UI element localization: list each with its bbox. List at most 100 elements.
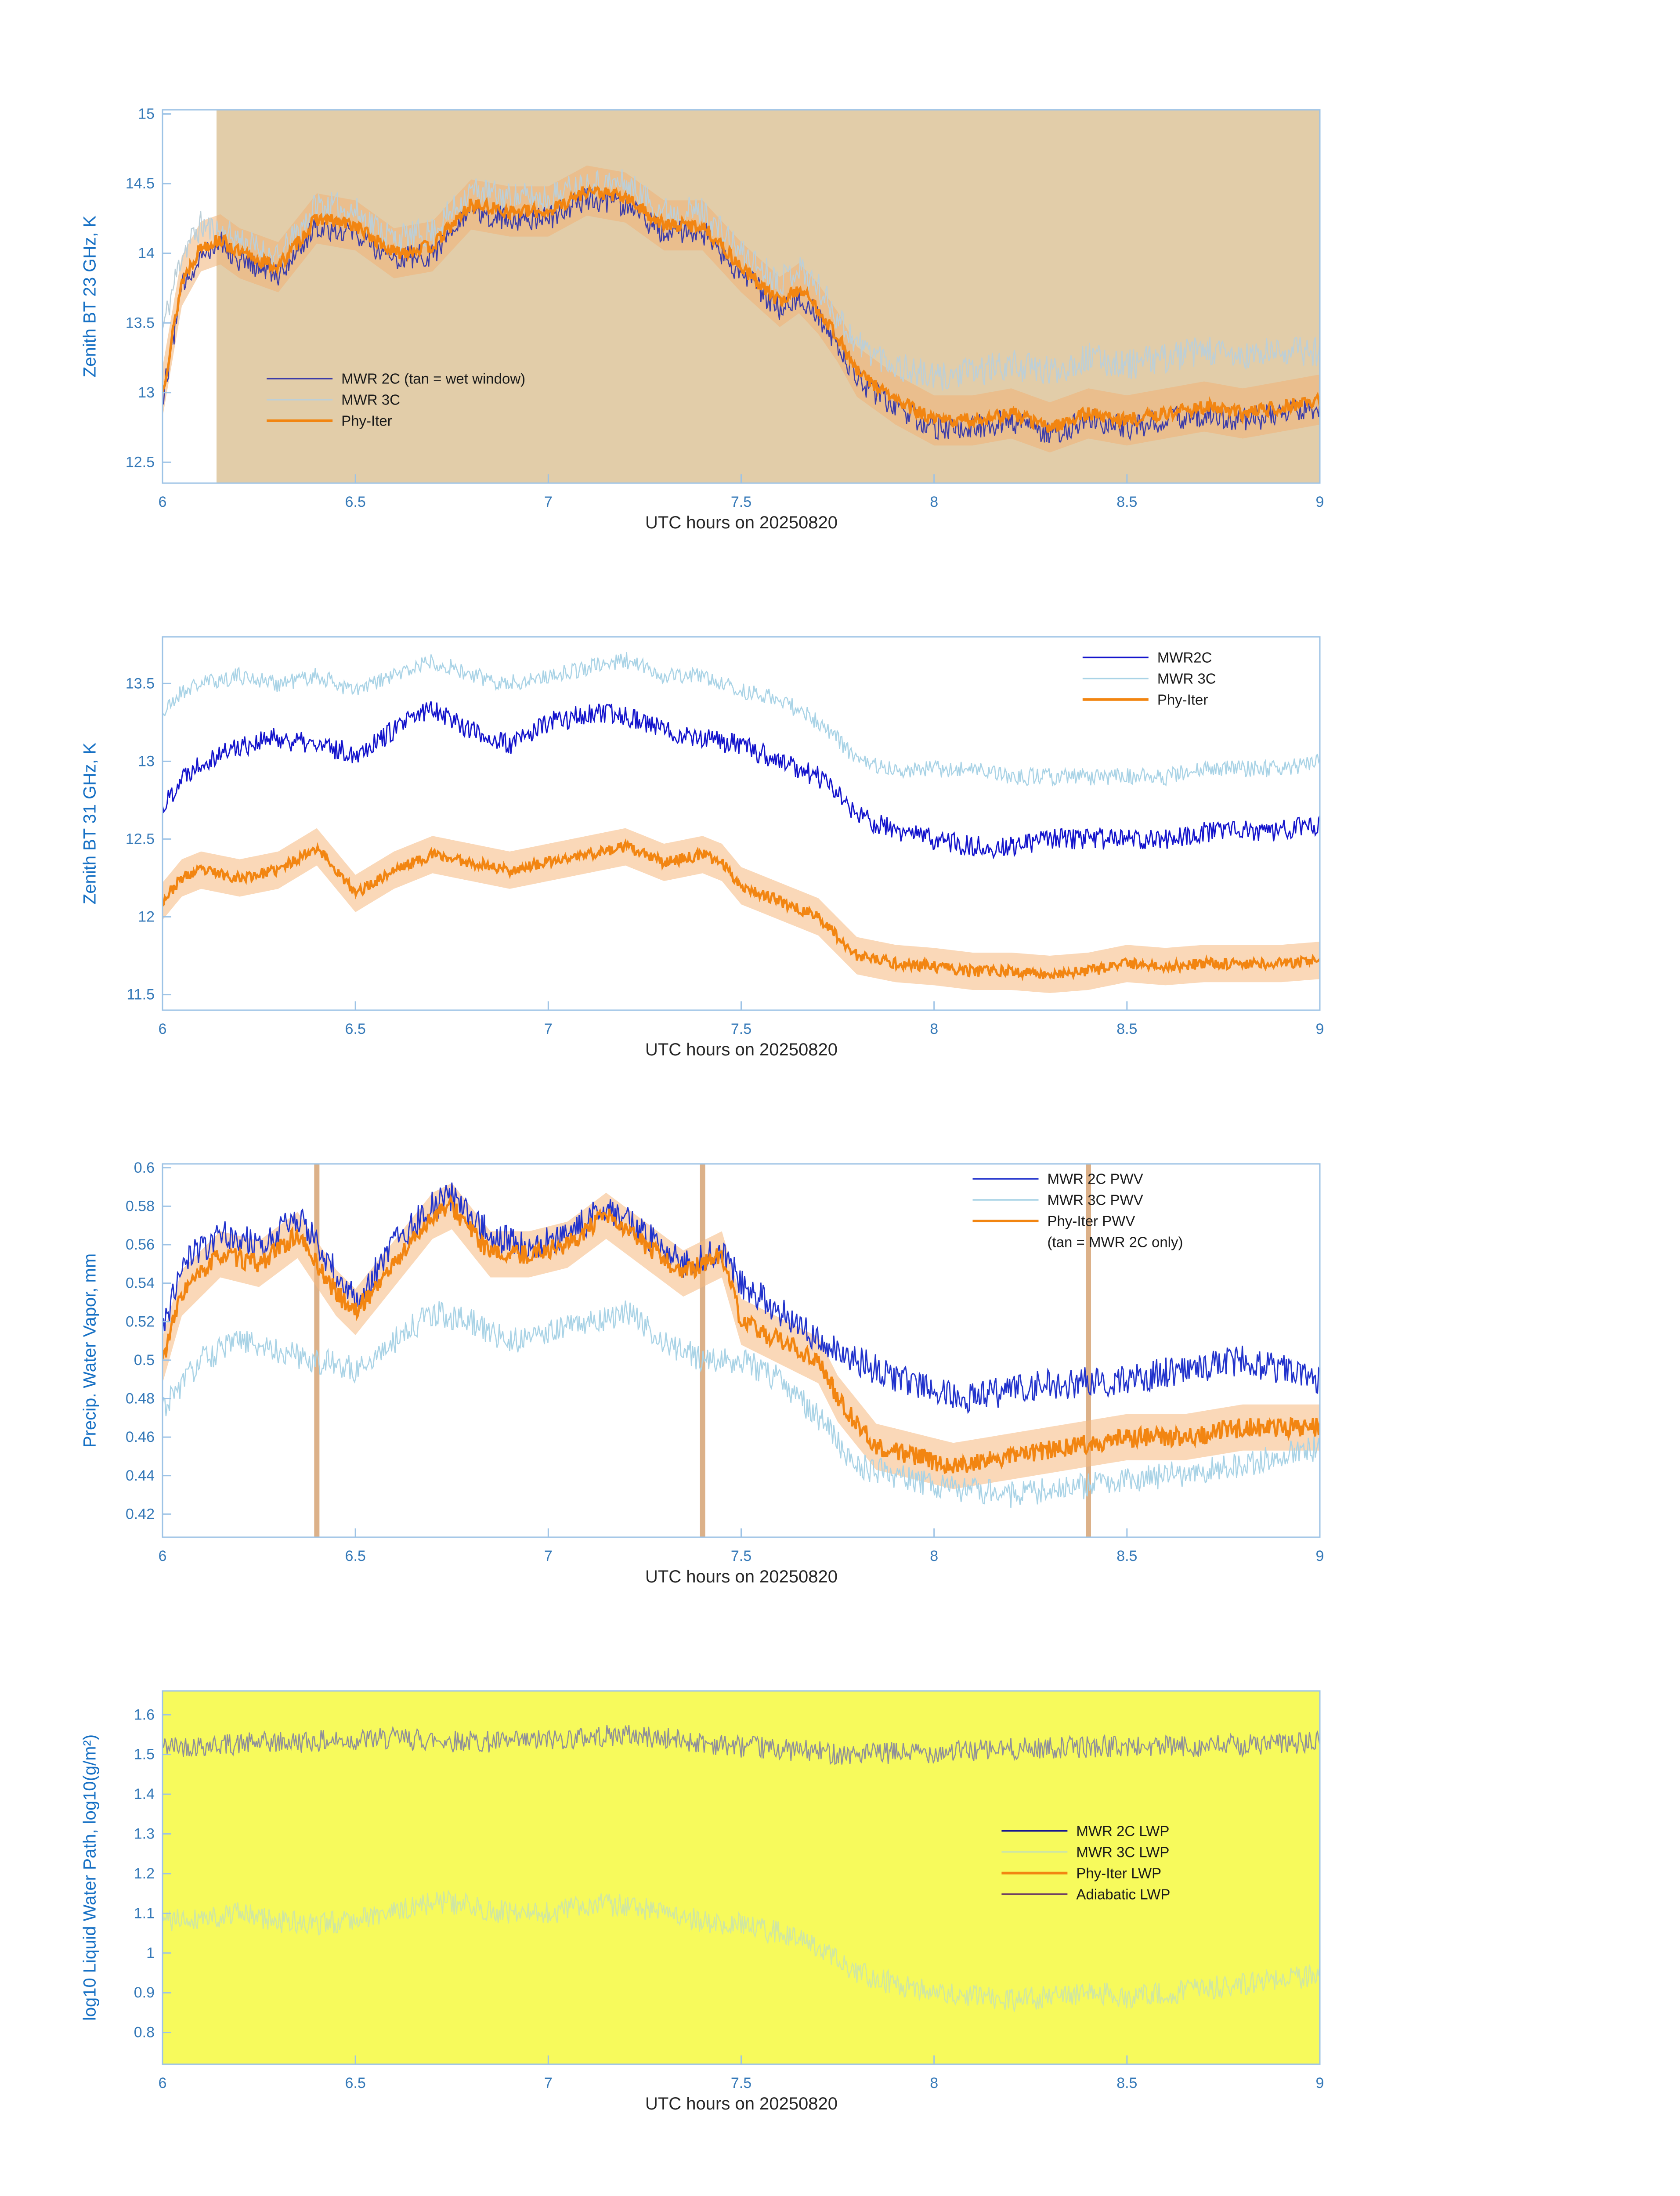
series-line-adiabatic-lwp bbox=[163, 1724, 1320, 1765]
legend-label: Adiabatic LWP bbox=[1076, 1886, 1170, 1902]
y-tick-label: 1.1 bbox=[134, 1905, 155, 1922]
plot-series-layer bbox=[163, 165, 1320, 453]
y-tick-label: 0.48 bbox=[126, 1391, 155, 1407]
series-line-mwr-3c bbox=[163, 169, 1320, 391]
x-axis-label: UTC hours on 20250820 bbox=[645, 513, 838, 532]
y-tick-label: 0.6 bbox=[134, 1159, 155, 1176]
figure-lwp: 6 6.5 7 7.5 8 8.5 9 0.8 0.9 1 1.1 1.2 1.3 1.4 1.5 1.6 MW… bbox=[0, 1581, 1680, 2113]
y-axis-label: Precip. Water Vapor, mm bbox=[80, 1253, 100, 1448]
series-line-phy-iter bbox=[163, 838, 1320, 982]
legend-label: Phy-Iter PWV bbox=[1048, 1213, 1135, 1229]
legend-label: Phy-Iter bbox=[341, 413, 392, 429]
x-tick-label: 6 bbox=[159, 1021, 167, 1037]
axes-box bbox=[162, 1163, 1321, 1538]
y-tick-label: 12 bbox=[138, 909, 155, 925]
x-tick-label: 7.5 bbox=[731, 1548, 751, 1564]
y-tick-label: 0.9 bbox=[134, 1984, 155, 2001]
y-tick-label: 0.44 bbox=[126, 1467, 155, 1484]
y-tick-label: 13 bbox=[138, 753, 155, 769]
y-tick-label: 13.5 bbox=[126, 675, 155, 692]
y-tick-label: 1 bbox=[146, 1945, 155, 1961]
x-tick-label: 6 bbox=[159, 2075, 167, 2091]
axis-ticks: 6 6.5 7 7.5 8 8.5 9 11.5 12 12.5 13 13.5 bbox=[126, 675, 1324, 1037]
y-tick-label: 1.4 bbox=[134, 1786, 155, 1802]
legend-label: MWR 3C bbox=[1157, 670, 1216, 686]
dq-flag-chart-svg: 66.577.588.590246810 bbox=[0, 2108, 1680, 2196]
x-tick-label: 8.5 bbox=[1116, 1548, 1137, 1564]
legend-label: MWR 2C PWV bbox=[1048, 1171, 1143, 1187]
pwv-chart-svg: 6 6.5 7 7.5 8 8.5 9 0.42 0.44 0.46 0.48 0.5 0.52 0.54… bbox=[126, 1159, 1324, 1564]
y-tick-label: 0.46 bbox=[126, 1429, 155, 1445]
x-tick-label: 7.5 bbox=[731, 1021, 751, 1037]
figure-dq-flag: 66.577.588.590246810 MWR Phy Iter DQ Fla… bbox=[0, 2108, 1680, 2196]
y-tick-label: 0.56 bbox=[126, 1236, 155, 1253]
legend: MWR 2C PWV MWR 3C PWV Phy-Iter PWV (tan = M… bbox=[972, 1171, 1183, 1250]
x-tick-label: 8.5 bbox=[1116, 2075, 1137, 2091]
axis-ticks: 6 6.5 7 7.5 8 8.5 9 0.42 0.44 0.46 0.48 0.5 0.52 0.54… bbox=[126, 1159, 1324, 1564]
legend-label: Phy-Iter bbox=[1157, 691, 1208, 708]
x-tick-label: 7.5 bbox=[731, 494, 751, 510]
axis-ticks: 6 6.5 7 7.5 8 8.5 9 12.5 13 13.5 14 14.5 15 bbox=[126, 106, 1324, 510]
y-tick-label: 12.5 bbox=[126, 454, 155, 470]
x-tick-label: 6.5 bbox=[345, 1548, 366, 1564]
y-tick-label: 1.6 bbox=[134, 1706, 155, 1723]
axis-ticks: 6 6.5 7 7.5 8 8.5 9 0.8 0.9 1 1.1 1.2 1.3 1.4 1.5 1.6 bbox=[134, 1706, 1324, 2091]
uncertainty-band bbox=[163, 828, 1320, 993]
plot-series-layer bbox=[163, 652, 1320, 993]
x-tick-label: 7 bbox=[544, 2075, 553, 2091]
y-tick-label: 14.5 bbox=[126, 175, 155, 192]
y-axis-label: Zenith BT 23 GHz, K bbox=[80, 215, 100, 378]
series-line-phy-iter bbox=[163, 184, 1320, 433]
uncertainty-band bbox=[163, 165, 1320, 453]
legend: MWR 2C (tan = wet window) MWR 3C Phy-Iter bbox=[267, 371, 525, 429]
x-tick-label: 6 bbox=[159, 494, 167, 510]
lwp-chart-svg: 6 6.5 7 7.5 8 8.5 9 0.8 0.9 1 1.1 1.2 1.3 1.4 1.5 1.6 MW… bbox=[134, 1690, 1324, 2091]
figure-zenith-bt23: 6 6.5 7 7.5 8 8.5 9 12.5 13 13.5 14 14.5 15 MWR 2C (t… bbox=[0, 0, 1680, 532]
x-axis-label: UTC hours on 20250820 bbox=[645, 1567, 838, 1586]
x-tick-label: 8 bbox=[930, 1021, 938, 1037]
x-axis-label: UTC hours on 20250820 bbox=[645, 1040, 838, 1059]
y-tick-label: 0.8 bbox=[134, 2024, 155, 2041]
legend-label: MWR 3C bbox=[341, 392, 400, 408]
x-axis-label: UTC hours on 20250820 bbox=[645, 2094, 838, 2113]
x-tick-label: 6.5 bbox=[345, 1021, 366, 1037]
y-axis-label: log10 Liquid Water Path, log10(g/m²) bbox=[80, 1734, 100, 2021]
plot-series-layer bbox=[163, 1724, 1320, 2012]
legend-label: (tan = MWR 2C only) bbox=[1048, 1234, 1183, 1250]
x-tick-label: 8 bbox=[930, 2075, 938, 2091]
uncertainty-band bbox=[163, 1183, 1320, 1489]
legend-label: MWR 3C LWP bbox=[1076, 1844, 1169, 1860]
series-line-mwr-3c-pwv bbox=[163, 1300, 1320, 1508]
x-tick-label: 6.5 bbox=[345, 494, 366, 510]
x-tick-label: 6 bbox=[159, 1548, 167, 1564]
x-tick-label: 9 bbox=[1316, 2075, 1324, 2091]
series-line-mwr2c bbox=[163, 701, 1320, 860]
figure-pwv: 6 6.5 7 7.5 8 8.5 9 0.42 0.44 0.46 0.48 0.5 0.52 0.54… bbox=[0, 1054, 1680, 1586]
y-tick-label: 11.5 bbox=[126, 986, 155, 1003]
legend: MWR 2C LWP MWR 3C LWP Phy-Iter LWP Adiabati… bbox=[1001, 1823, 1170, 1902]
zenith-bt31-chart-svg: 6 6.5 7 7.5 8 8.5 9 11.5 12 12.5 13 13.5 MWR2C MWR 3C… bbox=[126, 636, 1324, 1037]
y-tick-label: 0.5 bbox=[134, 1352, 155, 1369]
x-tick-label: 7 bbox=[544, 494, 553, 510]
x-tick-label: 6.5 bbox=[345, 2075, 366, 2091]
legend-label: MWR 2C LWP bbox=[1076, 1823, 1169, 1839]
series-line-mwr-3c bbox=[163, 652, 1320, 787]
plot-series-layer bbox=[163, 1164, 1320, 1537]
y-tick-label: 14 bbox=[138, 245, 155, 262]
x-tick-label: 7 bbox=[544, 1021, 553, 1037]
y-tick-label: 1.2 bbox=[134, 1865, 155, 1882]
y-tick-label: 12.5 bbox=[126, 831, 155, 847]
series-line-mwr-3c-lwp bbox=[163, 1889, 1320, 2012]
y-tick-label: 13 bbox=[138, 384, 155, 401]
y-tick-label: 0.52 bbox=[126, 1313, 155, 1330]
x-tick-label: 9 bbox=[1316, 1548, 1324, 1564]
y-tick-label: 13.5 bbox=[126, 314, 155, 331]
flag-bar bbox=[700, 1164, 705, 1537]
y-tick-label: 15 bbox=[138, 106, 155, 123]
series-line-phy-iter-pwv bbox=[163, 1194, 1320, 1474]
x-tick-label: 8 bbox=[930, 1548, 938, 1564]
legend-label: Phy-Iter LWP bbox=[1076, 1865, 1161, 1881]
x-tick-label: 7.5 bbox=[731, 2075, 751, 2091]
legend-label: MWR2C bbox=[1157, 649, 1212, 665]
